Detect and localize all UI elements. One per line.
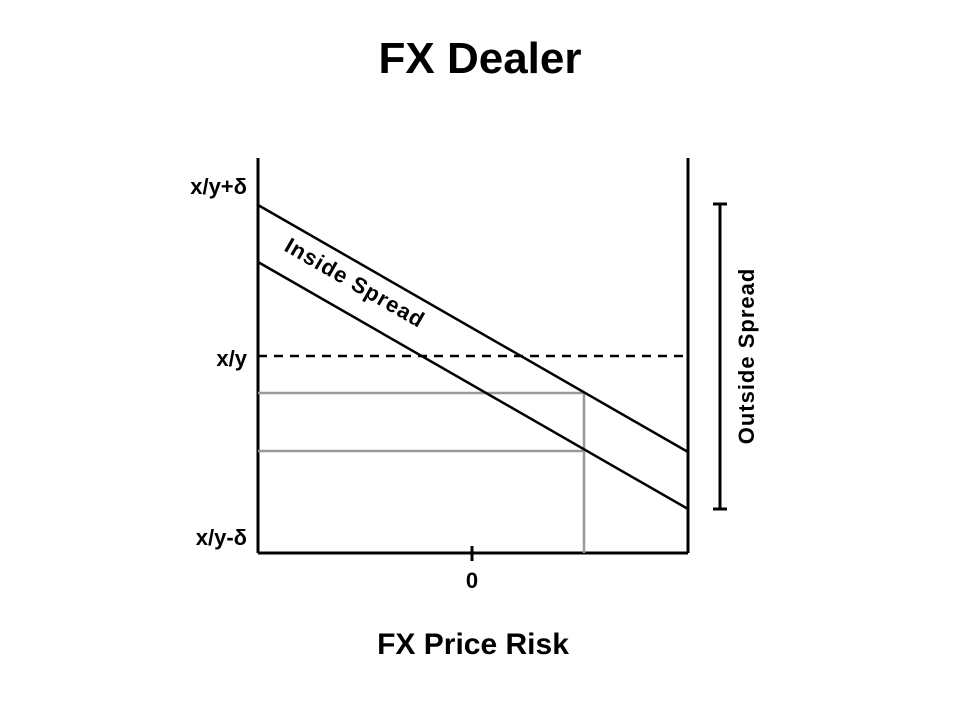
page-title: FX Dealer <box>378 34 582 83</box>
y-label-top: x/y+δ <box>190 174 247 199</box>
ask-quote-line <box>257 203 689 454</box>
y-label-mid: x/y <box>216 346 247 371</box>
outside-spread-label: Outside Spread <box>734 268 759 445</box>
bid-quote-line <box>257 260 689 511</box>
y-label-bottom: x/y-δ <box>196 525 247 550</box>
x-axis-title: FX Price Risk <box>377 628 569 661</box>
x-tick-zero-label: 0 <box>466 568 478 593</box>
